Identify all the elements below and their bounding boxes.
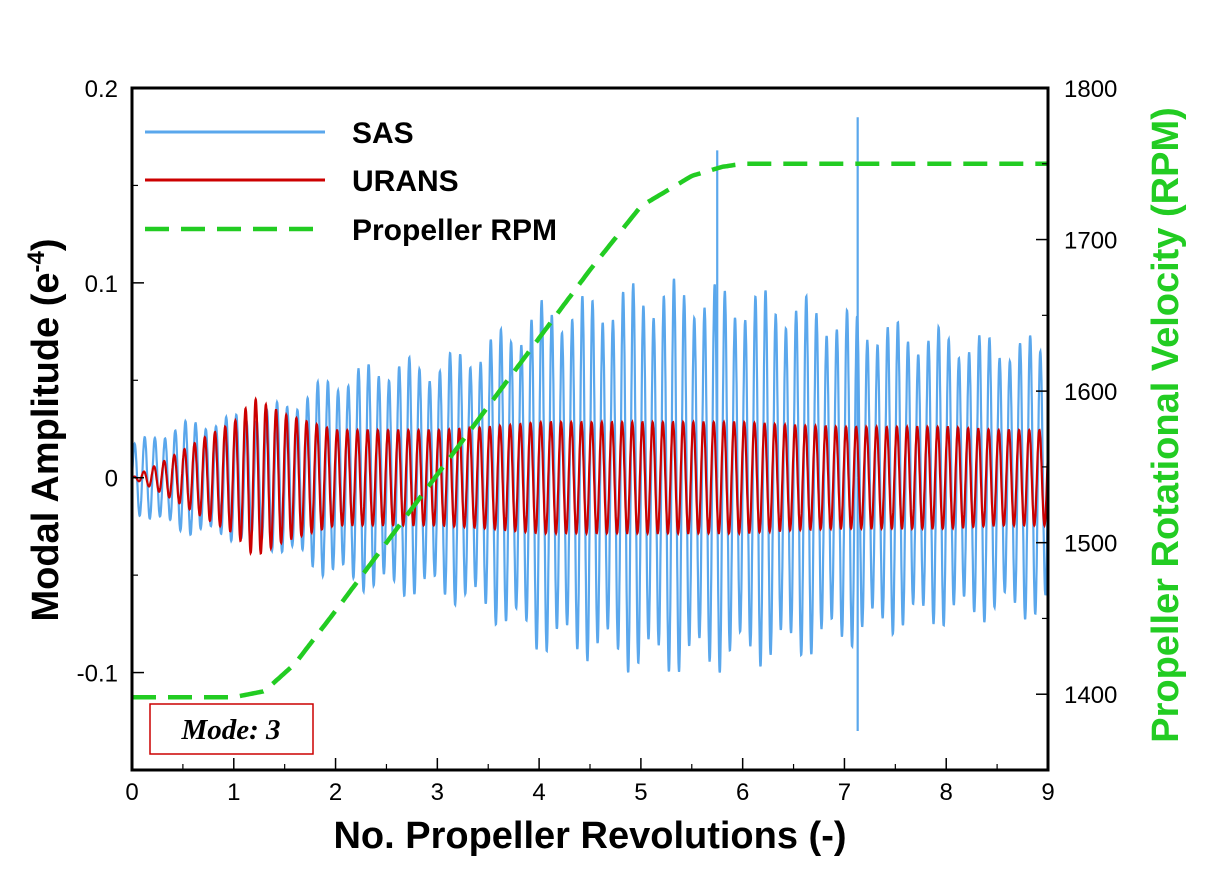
y-tick-label: 0 — [105, 466, 118, 493]
legend: SAS URANS Propeller RPM — [145, 117, 557, 247]
x-tick-label: 8 — [940, 779, 953, 806]
x-tick-label: 3 — [431, 779, 444, 806]
y-axis-title: Modal Amplitude (e-4) — [23, 238, 67, 621]
tick-label-layer: 0 1 2 3 4 5 6 7 8 9 0.2 0.1 0 -0.1 1800 1700 1600 1500 140… — [77, 76, 1118, 806]
y-tick-label: 0.1 — [85, 271, 118, 298]
x-tick-label: 0 — [125, 779, 138, 806]
y-tick-label: 0.2 — [85, 76, 118, 103]
y2-tick-label: 1600 — [1064, 379, 1117, 406]
y-axis-title-superscript: -4 — [23, 250, 50, 272]
series-layer — [132, 117, 1048, 732]
y2-tick-label: 1500 — [1064, 531, 1117, 558]
mode-annotation-text: Mode: 3 — [180, 714, 280, 746]
x-tick-label: 2 — [329, 779, 342, 806]
mode-annotation-box — [149, 703, 314, 755]
series-line-urans — [132, 396, 1048, 556]
tick-layer — [131, 87, 1049, 770]
x-tick-label: 7 — [838, 779, 851, 806]
x-tick-label: 4 — [532, 779, 545, 806]
y-axis-title-close: ) — [25, 238, 67, 251]
x-tick-label: 5 — [634, 779, 647, 806]
y-axis-title-main: Modal Amplitude (e — [25, 272, 67, 621]
legend-label-sas: SAS — [352, 117, 414, 150]
y2-tick-label: 1400 — [1064, 682, 1117, 709]
x-axis-title: No. Propeller Revolutions (-) — [333, 815, 846, 857]
y2-axis-title: Propeller Rotational Velocity (RPM) — [1145, 107, 1187, 743]
y2-tick-label: 1800 — [1064, 76, 1117, 103]
x-tick-label: 1 — [227, 779, 240, 806]
series-line-rpm — [132, 161, 1048, 700]
x-tick-label: 9 — [1041, 779, 1054, 806]
legend-label-rpm: Propeller RPM — [352, 214, 557, 247]
y2-tick-label: 1700 — [1064, 228, 1117, 255]
x-tick-label: 6 — [736, 779, 749, 806]
legend-label-urans: URANS — [352, 165, 459, 198]
y-tick-label: -0.1 — [77, 661, 118, 688]
mode-annotation: Mode: 3 — [149, 703, 314, 755]
